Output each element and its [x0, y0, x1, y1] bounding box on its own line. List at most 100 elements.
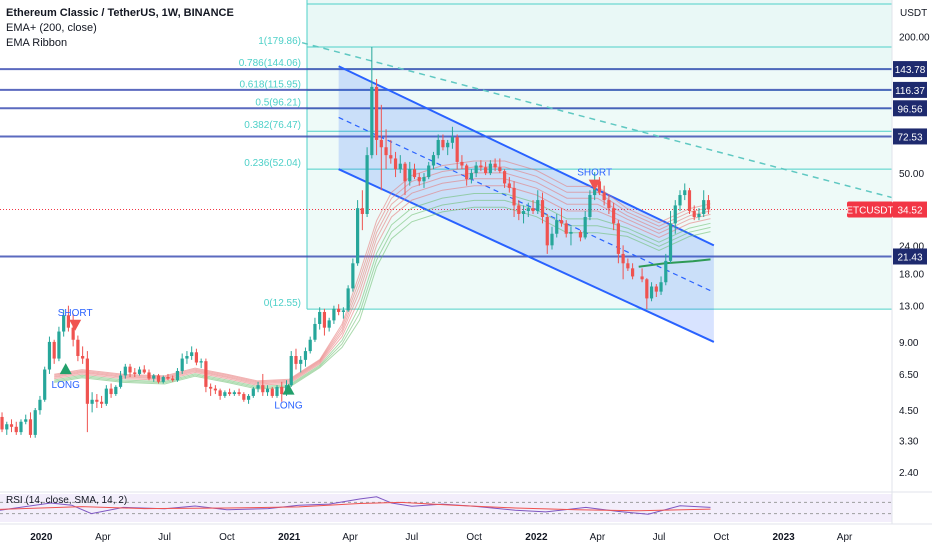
candle-body — [540, 200, 545, 218]
candle-body — [564, 223, 568, 234]
price-tick-label: 6.50 — [899, 370, 919, 381]
short-signal-label: SHORT — [58, 308, 93, 319]
level-tag-label: 72.53 — [897, 132, 922, 143]
candle-body — [213, 388, 217, 391]
candle-body — [147, 372, 151, 379]
candle-body — [313, 323, 317, 340]
candle-body — [536, 200, 540, 212]
ema-ribbon-line — [54, 206, 711, 390]
candle-body — [569, 231, 573, 234]
level-tag-bg — [893, 81, 927, 98]
candle-body — [597, 181, 602, 193]
candle-body — [360, 208, 364, 214]
candle-body — [246, 395, 251, 400]
candle-body — [337, 308, 341, 312]
time-tick-label: Oct — [466, 532, 482, 543]
candle-body — [294, 356, 298, 364]
candle-body — [156, 375, 161, 382]
candle-body — [583, 217, 587, 238]
candle-body — [484, 167, 488, 174]
candle-body — [612, 208, 616, 224]
candle-body — [616, 223, 620, 254]
candle-body — [265, 388, 270, 393]
candle-body — [488, 163, 492, 174]
candle-body — [318, 311, 322, 324]
candle-body — [687, 190, 692, 212]
candle-body — [512, 187, 516, 206]
candle-body — [38, 399, 42, 411]
candle-body — [322, 311, 327, 328]
candle-body — [436, 139, 440, 156]
candle-body — [550, 233, 554, 246]
descending-trendline — [301, 41, 893, 199]
candle-body — [303, 351, 308, 360]
time-tick-label: 2020 — [30, 532, 53, 543]
candle-body — [393, 158, 398, 170]
candle-body — [166, 377, 170, 379]
candle-body — [81, 356, 85, 359]
candle-body — [351, 263, 355, 289]
long-signal-marker — [59, 363, 72, 375]
candle-body — [588, 195, 592, 218]
chart-legend: Ethereum Classic / TetherUS, 1W, BINANCE… — [6, 6, 234, 51]
candle-body — [66, 315, 71, 328]
ribbon-indicator-label[interactable]: EMA Ribbon — [6, 37, 68, 49]
candle-body — [223, 392, 227, 396]
candle-body — [678, 195, 682, 206]
candle-body — [52, 341, 56, 359]
candle-body — [450, 137, 455, 143]
candle-body — [99, 401, 104, 404]
candle-body — [261, 385, 265, 393]
level-tag-label: 21.43 — [897, 252, 922, 263]
candle-body — [232, 392, 236, 395]
symbol-title[interactable]: Ethereum Classic / TetherUS, 1W, BINANCE — [6, 7, 234, 19]
candle-body — [194, 352, 199, 363]
time-tick-label: Oct — [219, 532, 235, 543]
candle-body — [62, 315, 66, 332]
level-tag-label: 96.56 — [897, 104, 922, 115]
candle-body — [280, 386, 284, 395]
symbol-tag-label: ETCUSDT — [846, 206, 893, 217]
candle-body — [256, 385, 260, 389]
candle-body — [654, 286, 658, 292]
ema-ribbon-line — [54, 185, 711, 386]
time-tick-label: Jul — [405, 532, 418, 543]
time-tick-label: Apr — [590, 532, 606, 543]
candle-body — [384, 147, 388, 156]
price-tick-label: 50.00 — [899, 169, 924, 180]
candle-body — [697, 213, 701, 218]
candle-body — [161, 377, 165, 382]
ema-200-line — [638, 258, 711, 268]
candle-body — [47, 341, 52, 370]
candle-body — [602, 192, 606, 201]
ema-indicator-label[interactable]: EMA+ (200, close) — [6, 22, 97, 34]
long-signal-label: LONG — [274, 401, 303, 412]
price-tick-label: 200.00 — [899, 33, 930, 44]
short-signal-label: SHORT — [577, 168, 612, 179]
channel-upper-line — [338, 65, 715, 247]
candle-body — [242, 394, 246, 400]
candle-body — [19, 421, 23, 433]
candle-body — [626, 263, 630, 269]
candle-body — [465, 165, 469, 180]
candle-body — [289, 356, 293, 386]
candle-body — [9, 424, 14, 427]
candle-body — [706, 200, 711, 210]
candle-body — [441, 139, 445, 148]
candle-body — [379, 139, 383, 148]
price-channel-fill — [338, 66, 714, 342]
ema-ribbon-line — [54, 193, 711, 388]
candle-body — [673, 205, 677, 224]
candle-body — [43, 369, 47, 400]
candle-body — [493, 163, 497, 168]
price-tag-label: 34.52 — [897, 206, 922, 217]
candle-body — [531, 208, 535, 212]
candle-body — [33, 410, 37, 435]
symbol-tag-bg — [847, 201, 893, 218]
candle-body — [251, 388, 255, 396]
price-tag-bg — [893, 201, 927, 218]
candle-body — [398, 163, 402, 170]
price-tick-label: 4.50 — [899, 406, 919, 417]
candle-body — [104, 388, 108, 404]
